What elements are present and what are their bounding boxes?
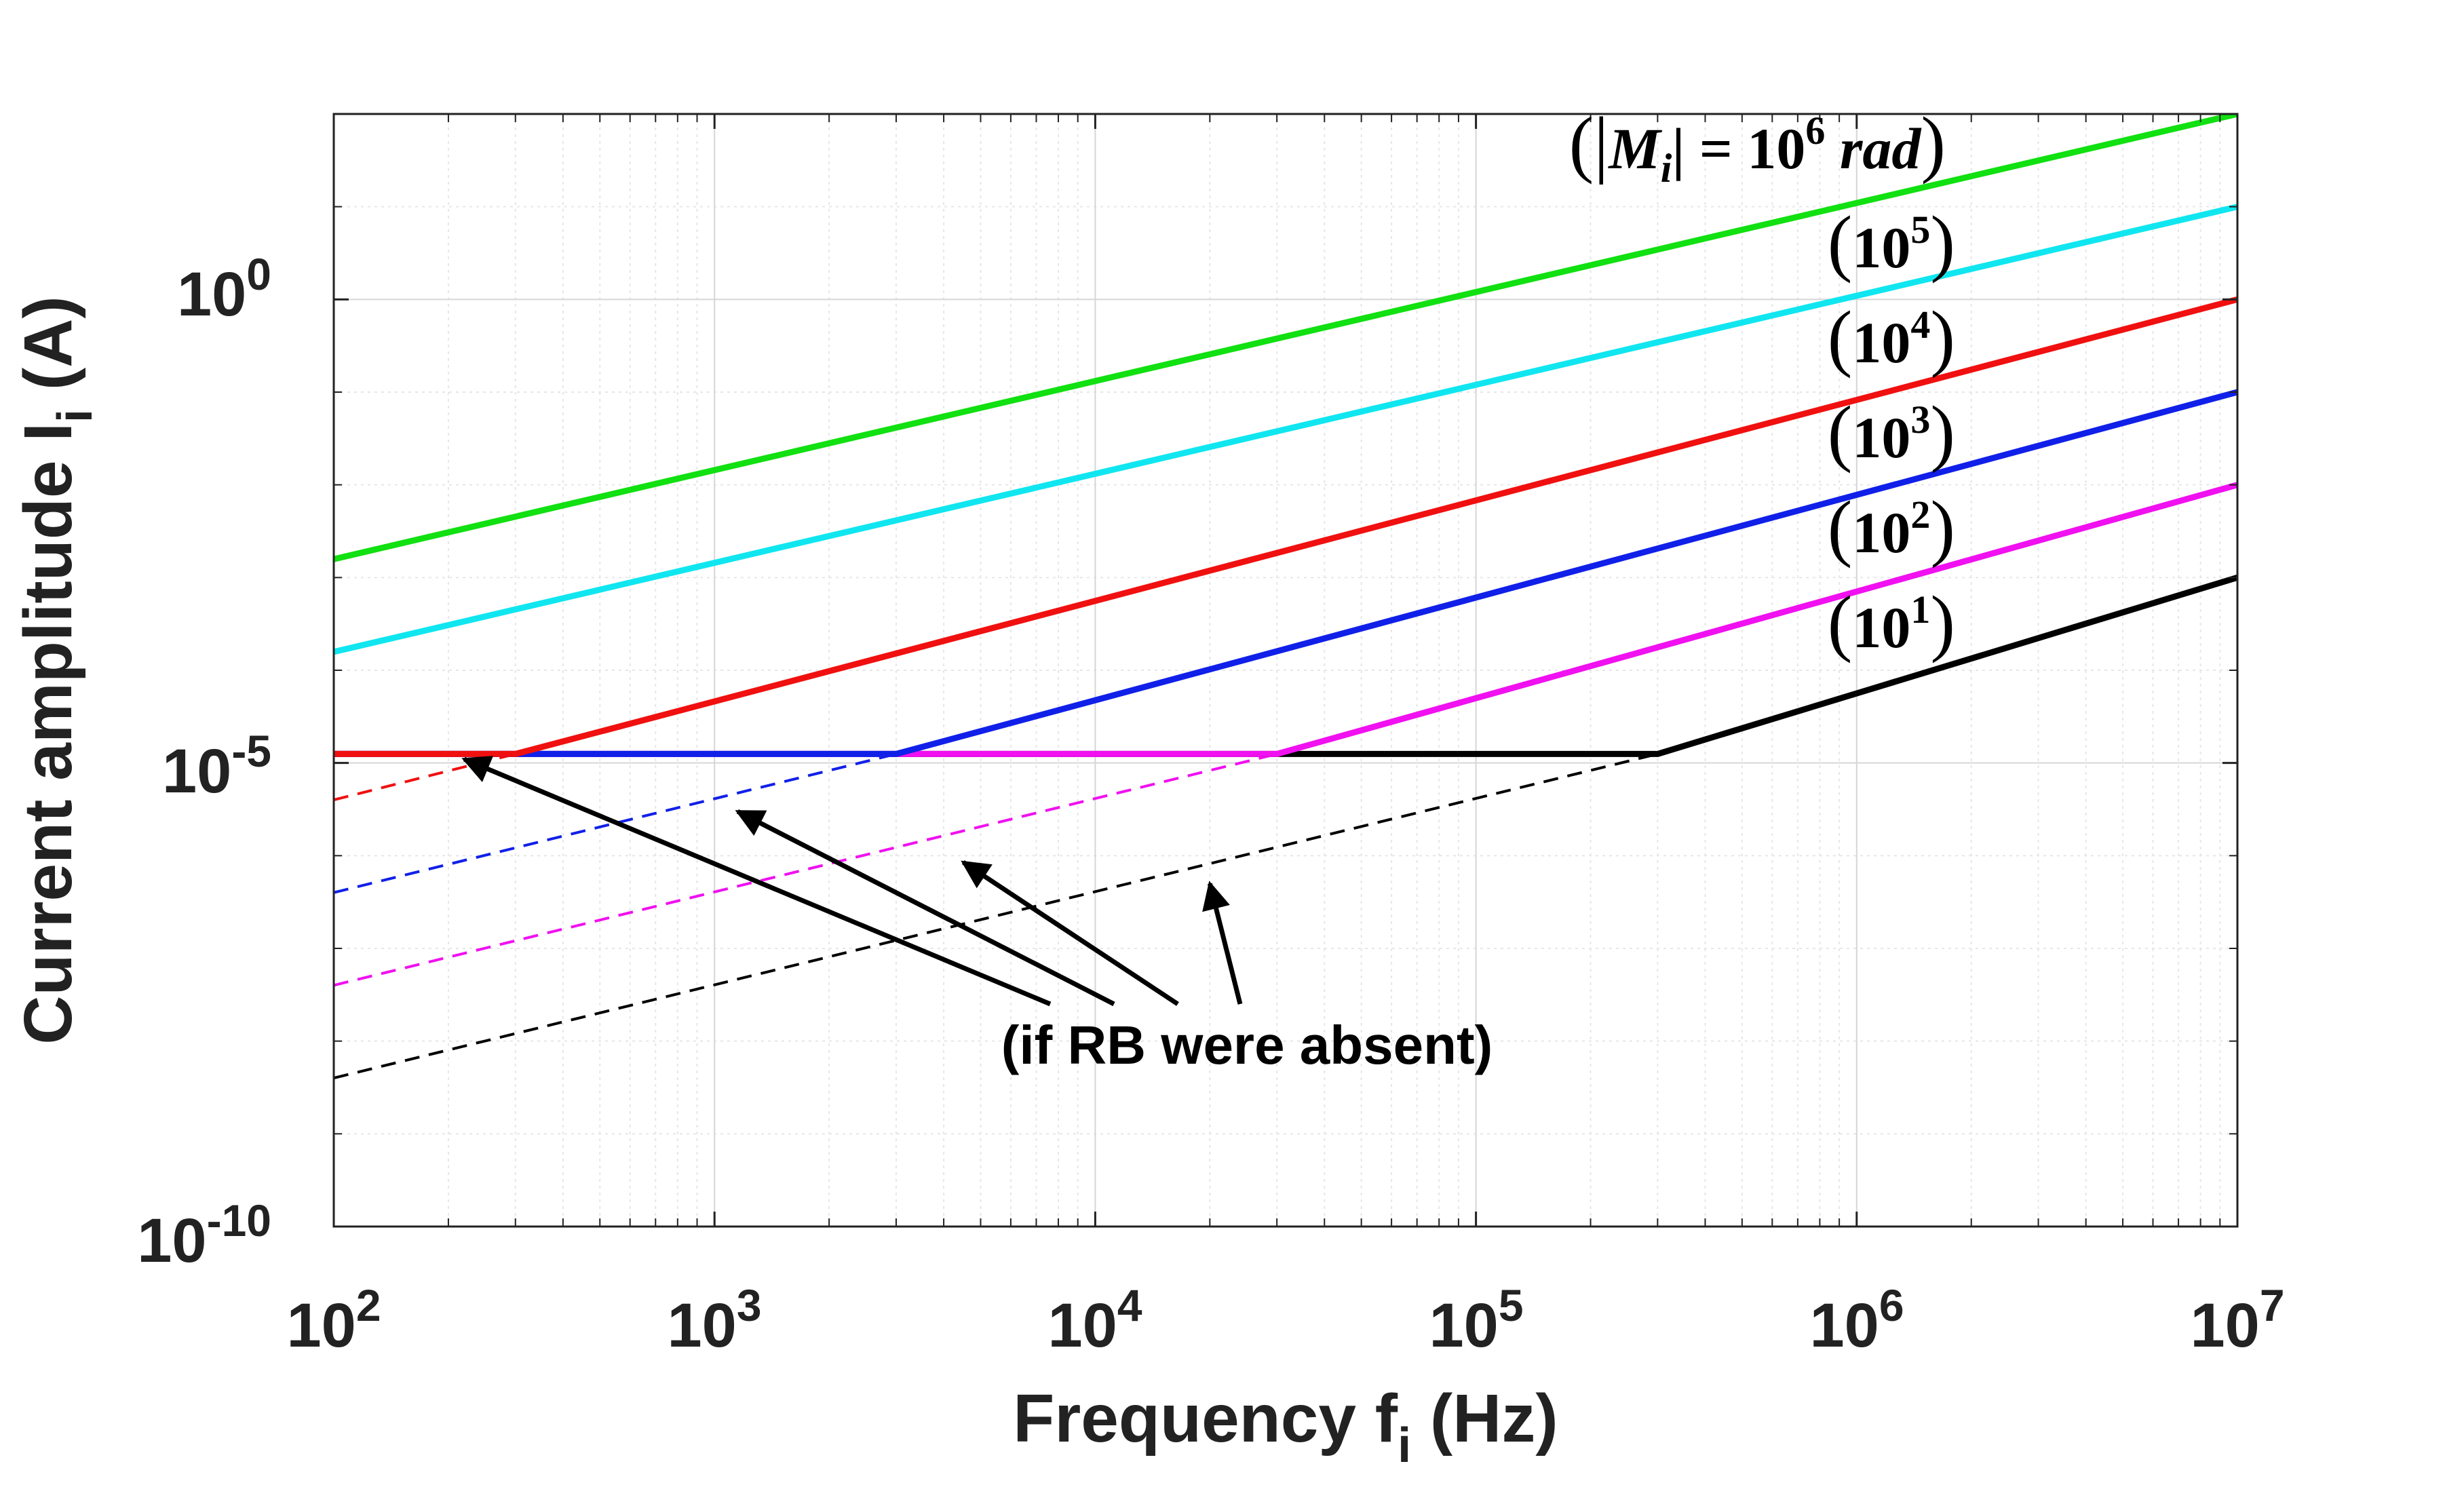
series-label-1e4: (104) bbox=[1828, 296, 1955, 379]
annotation-arrow-3 bbox=[1202, 881, 1243, 1005]
series-label-1e2: (102) bbox=[1828, 486, 1955, 568]
x-tick-label-3: 105 bbox=[1429, 1280, 1523, 1360]
x-tick-label-1: 103 bbox=[667, 1280, 761, 1360]
series-line-2 bbox=[334, 296, 2237, 757]
dashed-series-line-3 bbox=[334, 752, 1658, 1080]
annotation-arrow-2 bbox=[961, 860, 1179, 1006]
annotation-text: (if RB were absent) bbox=[1001, 1015, 1493, 1075]
y-tick-label-1: 10-5 bbox=[162, 726, 271, 806]
series-group bbox=[334, 114, 2237, 757]
y-tick-label-0: 10-10 bbox=[137, 1195, 271, 1275]
series-labels: (|Mi| = 106 rad) (105) (104) (103) (102)… bbox=[1569, 102, 1955, 663]
series-line-0 bbox=[334, 114, 2237, 562]
series-label-1e6: (|Mi| = 106 rad) bbox=[1569, 102, 1946, 191]
x-tick-labels: 102 103 104 105 106 107 bbox=[286, 1280, 2284, 1360]
series-label-1e5: (105) bbox=[1828, 201, 1955, 284]
x-tick-label-2: 104 bbox=[1047, 1280, 1142, 1360]
x-axis-title: Frequency fi (Hz) bbox=[1013, 1381, 1558, 1473]
y-tick-labels: 10-10 10-5 100 bbox=[137, 249, 271, 1275]
y-axis-title: Current amplitude Ii (A) bbox=[10, 296, 102, 1044]
dashed-series-line-0 bbox=[334, 752, 516, 802]
annotation-arrow-0 bbox=[461, 756, 1052, 1007]
annotation-arrow-1 bbox=[735, 809, 1115, 1007]
plot-area bbox=[334, 114, 2237, 1080]
x-tick-label-0: 102 bbox=[286, 1280, 381, 1360]
axis-ticks bbox=[332, 113, 2239, 1228]
series-label-1e3: (103) bbox=[1828, 391, 1955, 474]
x-tick-label-5: 107 bbox=[2190, 1280, 2284, 1360]
series-line-1 bbox=[334, 204, 2237, 655]
y-tick-label-2: 100 bbox=[177, 249, 271, 329]
annotation-arrows bbox=[461, 756, 1243, 1007]
x-tick-label-4: 106 bbox=[1809, 1280, 1904, 1360]
dashed-series-line-2 bbox=[334, 752, 1277, 987]
series-label-1e1: (101) bbox=[1828, 581, 1955, 663]
